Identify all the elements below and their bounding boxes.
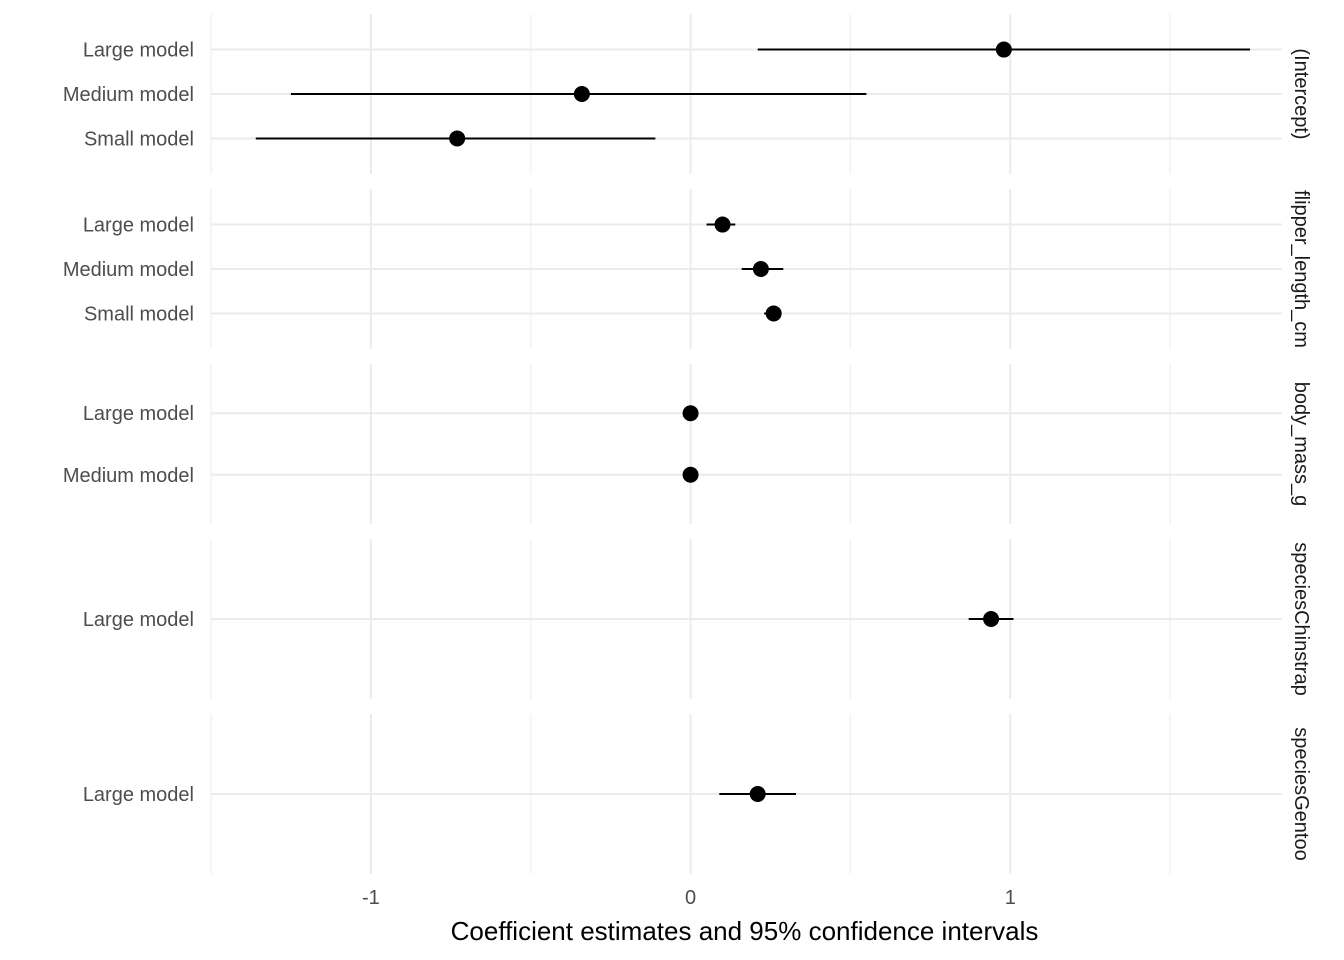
facet-strip-label: body_mass_g [1290,382,1312,507]
y-tick-label: Large model [83,784,194,806]
y-tick-label: Medium model [63,84,194,106]
facet-panel: Large model speciesChinstrap [83,539,1312,699]
facet-strip: flipper_length_cm [1290,190,1312,348]
x-tick-label: 1 [1005,887,1016,909]
x-tick-label: 0 [685,887,696,909]
estimate-point [682,405,699,422]
facet-panels: Large model Medium model Small model (Inter… [63,14,1312,874]
facet-strip-label: flipper_length_cm [1290,190,1312,348]
estimate-point [765,305,782,322]
y-tick-label: Small model [84,303,194,325]
facet-strip: (Intercept) [1290,48,1312,139]
y-tick-label: Large model [83,40,194,62]
estimate-point [995,41,1012,58]
facet-strip-label: (Intercept) [1290,48,1312,139]
x-axis: -1 0 1 [362,887,1016,909]
y-tick-label: Large model [83,403,194,425]
estimate-point [714,216,731,233]
facet-strip: speciesChinstrap [1290,542,1312,695]
facet-panel: Large model Medium model Small model (Inter… [63,14,1312,174]
estimate-point [983,611,1000,627]
facet-panel: Large model speciesGentoo [83,714,1312,874]
y-tick-label: Medium model [63,465,194,487]
estimate-point [752,261,769,277]
facet-strip: body_mass_g [1290,382,1312,507]
y-tick-label: Large model [83,609,194,631]
estimate-point [682,466,699,483]
facet-strip: speciesGentoo [1290,727,1312,860]
y-tick-label: Small model [84,128,194,150]
estimate-point [749,786,766,802]
facet-strip-label: speciesChinstrap [1290,542,1312,695]
estimate-point [449,130,466,147]
facet-panel: Large model Medium model body_mass_g [63,364,1312,524]
y-tick-label: Large model [83,215,194,237]
x-tick-label: -1 [362,887,380,909]
facet-strip-label: speciesGentoo [1290,727,1312,860]
y-tick-label: Medium model [63,259,194,281]
estimate-point [573,86,590,102]
facet-panel: Large model Medium model Small model flippe… [63,189,1312,349]
x-axis-title: Coefficient estimates and 95% confidence… [451,916,1039,946]
